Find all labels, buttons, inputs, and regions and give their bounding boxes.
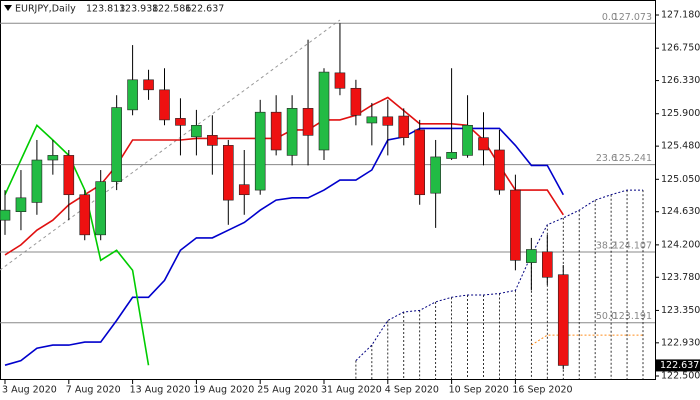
candle-body [398, 115, 410, 138]
x-tick-label: 7 Aug 2020 [66, 385, 121, 396]
x-tick-label: 25 Aug 2020 [257, 385, 318, 396]
candle-body [79, 194, 91, 236]
candle-body [286, 108, 298, 156]
x-tick-label: 4 Sep 2020 [385, 385, 439, 396]
y-tick-label: 123.780 [661, 272, 700, 283]
candle-body [159, 89, 170, 121]
candle-body [462, 125, 473, 156]
y-tick-label: 124.630 [661, 206, 700, 217]
header-close: 122.637 [185, 4, 224, 15]
header-open: 123.813 [86, 4, 125, 15]
current-price-label: 122.637 [660, 360, 699, 371]
x-tick-label: 13 Aug 2020 [130, 385, 191, 396]
candle-body [430, 156, 441, 194]
candle-body [366, 116, 378, 124]
candle-body [31, 159, 43, 203]
fib-level-label: 38.2 [596, 241, 617, 252]
indicator-line [4, 123, 150, 366]
y-tick-label: 125.480 [661, 141, 700, 152]
y-tick-label: 127.180 [661, 10, 700, 21]
current-price-box [656, 359, 700, 372]
fib-level-label: 23.6 [596, 153, 617, 164]
symbol-label: EURJPY,Daily [15, 4, 76, 15]
candle-body [0, 209, 11, 221]
x-tick-label: 3 Aug 2020 [2, 385, 57, 396]
candle-body [270, 111, 282, 151]
candle-body [111, 107, 122, 182]
header-high: 123.938 [119, 4, 158, 15]
candle-body [446, 152, 457, 159]
fib-level-label: 50.0 [596, 311, 617, 322]
fib-price-label: 123.191 [613, 311, 652, 322]
candle-body [510, 189, 521, 261]
candle-body [191, 125, 202, 138]
y-tick-label: 126.750 [661, 43, 700, 54]
candle-body [302, 108, 314, 136]
candle-body [175, 118, 186, 126]
candle-body [414, 129, 426, 196]
x-tick-label: 16 Sep 2020 [512, 385, 572, 396]
candle-body [223, 145, 234, 201]
y-tick-label: 124.200 [661, 239, 700, 250]
candle-body [541, 251, 553, 278]
candle-body [207, 135, 218, 146]
candle-body [127, 79, 138, 111]
candle-body [350, 87, 362, 116]
candle-body [318, 71, 330, 151]
candle-body [238, 184, 250, 196]
fib-price-label: 127.073 [613, 12, 652, 23]
y-tick-label: 125.900 [661, 108, 700, 119]
candle-body [478, 137, 489, 151]
cloud-span-line [355, 189, 643, 361]
header-low: 122.586 [152, 4, 191, 15]
candle-body [143, 79, 154, 91]
fib-price-label: 124.107 [613, 241, 652, 252]
fib-trend-line [0, 19, 341, 271]
candle-body [494, 149, 505, 191]
candle-body [95, 181, 106, 236]
y-tick-label: 125.050 [661, 174, 700, 185]
candle-body [526, 249, 537, 263]
candle-body [47, 155, 59, 161]
cloud-span-line [531, 334, 643, 346]
candle-body [334, 72, 346, 89]
y-tick-label: 123.350 [661, 305, 700, 316]
y-tick-label: 122.930 [661, 337, 700, 348]
candle-body [382, 116, 394, 126]
x-tick-label: 19 Aug 2020 [193, 385, 254, 396]
candle-body [63, 155, 75, 196]
symbol-menu-icon[interactable] [4, 5, 12, 11]
fib-price-label: 125.241 [613, 153, 652, 164]
x-tick-label: 10 Sep 2020 [449, 385, 509, 396]
x-tick-label: 31 Aug 2020 [321, 385, 382, 396]
candle-body [557, 274, 569, 366]
plot-frame [0, 0, 656, 380]
candle-body [15, 197, 27, 212]
fib-level-label: 0.0 [602, 12, 617, 23]
candle-body [254, 111, 266, 191]
y-tick-label: 122.500 [661, 371, 700, 382]
y-tick-label: 126.330 [661, 75, 700, 86]
